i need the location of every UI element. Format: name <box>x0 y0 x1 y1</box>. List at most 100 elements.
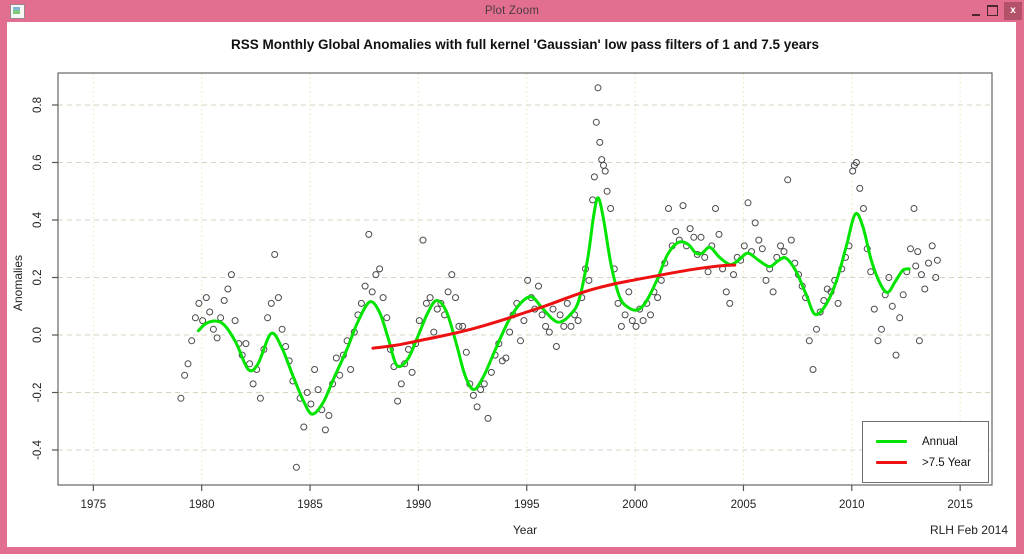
data-point <box>195 299 203 307</box>
data-point <box>784 176 792 184</box>
data-point <box>524 276 532 284</box>
legend-entry-annual: Annual <box>863 436 988 448</box>
data-point <box>647 311 654 319</box>
data-point <box>730 271 737 279</box>
data-point <box>267 299 275 307</box>
data-point <box>628 317 636 325</box>
data-point <box>809 366 817 373</box>
maximize-button[interactable] <box>984 2 1001 20</box>
data-point <box>849 167 857 175</box>
data-point <box>701 253 709 261</box>
data-point <box>379 294 387 302</box>
y-tick-label: 0.6 <box>32 155 44 171</box>
data-point <box>758 245 766 253</box>
data-point <box>542 322 550 330</box>
data-point <box>242 340 250 348</box>
minimize-icon <box>971 14 980 16</box>
data-point <box>625 288 633 296</box>
x-tick-label: 1975 <box>81 499 107 511</box>
close-button[interactable]: x <box>1004 2 1022 20</box>
x-tick-label: 2000 <box>622 499 648 511</box>
data-point <box>202 294 210 302</box>
data-point <box>910 205 918 212</box>
window-icon[interactable] <box>10 4 25 19</box>
data-point <box>704 268 712 276</box>
data-point <box>206 308 214 316</box>
data-point <box>535 282 542 290</box>
legend-box: Annual >7.5 Year <box>862 421 989 483</box>
data-point <box>227 271 235 279</box>
data-point <box>925 259 932 267</box>
data-point <box>383 314 391 322</box>
data-point <box>715 230 723 238</box>
y-tick-label: -0.2 <box>32 383 44 403</box>
data-point <box>686 225 694 233</box>
data-point <box>777 242 784 250</box>
y-axis-label: Anomalies <box>11 254 25 312</box>
data-point <box>740 242 748 250</box>
annual-filter-line <box>196 196 911 416</box>
data-point <box>874 337 882 345</box>
author-annotation: RLH Feb 2014 <box>929 523 1008 537</box>
chart-title: RSS Monthly Global Anomalies with full k… <box>230 37 820 52</box>
x-tick-label: 2005 <box>731 499 757 511</box>
data-point <box>921 285 929 293</box>
lowpass-filter-line <box>371 263 737 350</box>
close-icon: x <box>1010 5 1016 16</box>
data-point <box>538 311 546 319</box>
data-point <box>487 368 495 376</box>
data-point <box>567 322 575 330</box>
data-point <box>679 202 687 210</box>
data-point <box>274 294 282 302</box>
data-point <box>712 205 719 212</box>
legend-label: Annual <box>922 435 958 448</box>
data-point <box>813 325 820 333</box>
data-point <box>614 299 622 307</box>
data-point <box>419 236 427 244</box>
data-point <box>780 248 788 256</box>
data-point <box>452 294 459 302</box>
data-point <box>856 184 864 192</box>
data-point <box>365 230 373 238</box>
data-point <box>639 317 647 325</box>
data-point <box>517 337 524 345</box>
maximize-icon <box>987 5 998 16</box>
data-point <box>303 389 311 396</box>
titlebar[interactable]: Plot Zoom x <box>0 0 1024 22</box>
data-point <box>769 288 777 296</box>
data-point <box>907 245 914 253</box>
lowpass-line-swatch <box>876 461 907 464</box>
data-point <box>321 426 329 434</box>
data-point <box>816 308 824 316</box>
data-point <box>430 328 438 336</box>
data-point <box>314 386 322 394</box>
data-point <box>469 391 477 399</box>
data-point <box>209 325 217 333</box>
data-point <box>368 288 376 296</box>
data-point <box>271 251 279 258</box>
data-point <box>184 360 192 368</box>
data-point <box>932 274 940 281</box>
data-point <box>347 366 355 373</box>
minimize-button[interactable] <box>967 2 984 20</box>
x-axis-label: Year <box>512 523 538 537</box>
data-point <box>592 118 600 126</box>
data-point <box>915 337 923 345</box>
data-point <box>220 297 228 304</box>
data-point <box>217 314 225 322</box>
x-tick-label: 2010 <box>839 499 865 511</box>
y-tick-label: 0.4 <box>32 211 44 228</box>
x-tick-label: 1995 <box>514 499 540 511</box>
data-point <box>654 294 662 302</box>
data-point <box>590 173 598 181</box>
mini-plot-icon <box>13 7 20 14</box>
data-point <box>506 328 514 336</box>
data-point <box>697 233 705 241</box>
data-point <box>332 354 340 362</box>
data-point <box>278 325 286 333</box>
data-point <box>665 205 672 212</box>
x-tick-label: 2015 <box>947 499 973 511</box>
data-point <box>307 400 315 408</box>
data-point <box>607 205 615 212</box>
